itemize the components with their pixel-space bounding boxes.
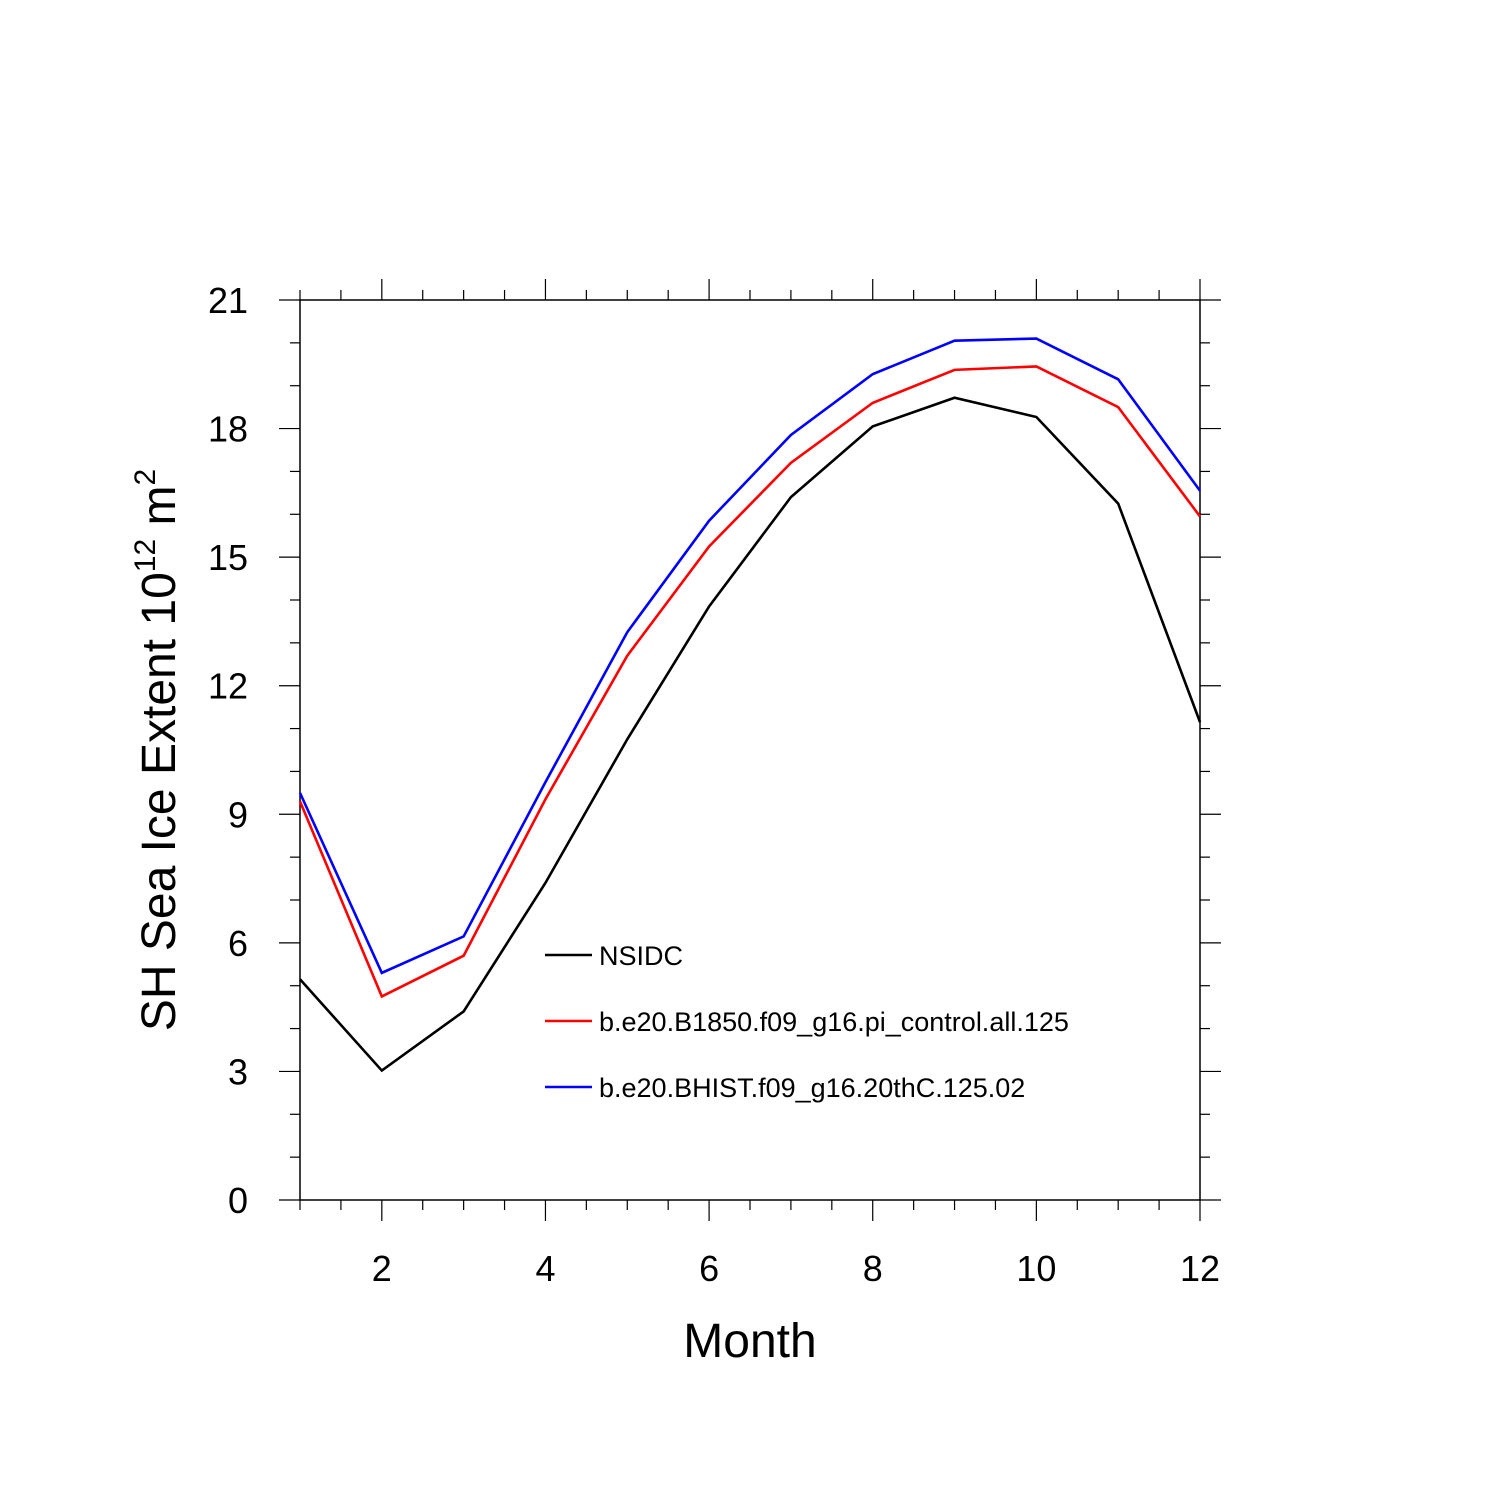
legend: NSIDC b.e20.B1850.f09_g16.pi_control.all.… xyxy=(545,941,1069,1103)
x-axis-title: Month xyxy=(683,1315,816,1368)
y-tick-label: 15 xyxy=(208,537,248,578)
x-tick-label: 6 xyxy=(699,1248,719,1289)
series-lines xyxy=(298,337,1202,1073)
y-tick-label: 18 xyxy=(208,409,248,450)
y-tick-label: 3 xyxy=(228,1051,248,1092)
y-axis-title: SH Sea Ice Extent 1012 m2 xyxy=(129,469,186,1031)
y-tick-label: 9 xyxy=(228,794,248,835)
axis-ticks xyxy=(279,279,1221,1221)
x-tick-label: 10 xyxy=(1016,1248,1056,1289)
legend-label: NSIDC xyxy=(599,941,683,971)
y-tick-label: 6 xyxy=(228,923,248,964)
series-line xyxy=(298,337,1202,975)
x-tick-label: 2 xyxy=(372,1248,392,1289)
series-line xyxy=(299,396,1202,1073)
legend-label: b.e20.BHIST.f09_g16.20thC.125.02 xyxy=(599,1073,1025,1103)
y-axis-title-exp1: 12 xyxy=(129,539,162,572)
x-tick-label: 8 xyxy=(863,1248,883,1289)
y-tick-label: 0 xyxy=(228,1180,248,1221)
series-line xyxy=(298,365,1202,999)
x-tick-label: 12 xyxy=(1180,1248,1220,1289)
y-tick-label: 12 xyxy=(208,666,248,707)
plot-frame xyxy=(299,299,1201,1201)
y-tick-label: 21 xyxy=(208,280,248,321)
y-axis-title-base: SH Sea Ice Extent 10 xyxy=(133,572,186,1031)
axis-tick-labels: 2 4 6 8 10 12 0 3 6 9 12 15 18 21 xyxy=(208,280,1220,1289)
x-tick-label: 4 xyxy=(535,1248,555,1289)
y-axis-title-exp2: 2 xyxy=(129,469,162,486)
y-axis-title-mid: m xyxy=(133,486,186,539)
legend-label: b.e20.B1850.f09_g16.pi_control.all.125 xyxy=(599,1007,1069,1037)
